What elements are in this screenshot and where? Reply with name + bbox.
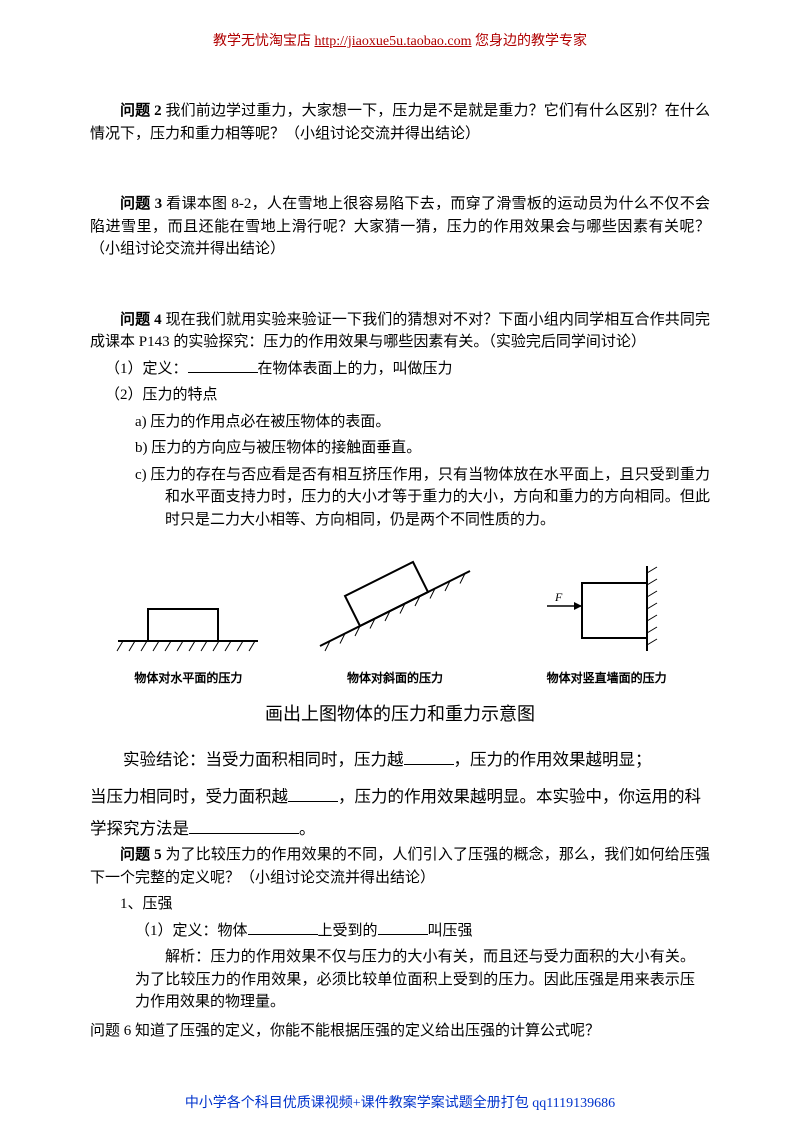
incline-surface-icon: [310, 551, 480, 661]
diagram-row: 物体对水平面的压力 物体对斜面的压力: [90, 551, 710, 686]
concl-2a: 当压力相同时，受力面积越: [90, 787, 288, 806]
q4-point-c: c) 压力的存在与否应看是否有相互挤压作用，只有当物体放在水平面上，且只受到重力…: [90, 464, 710, 532]
diagram-1-caption: 物体对水平面的压力: [113, 669, 263, 686]
q4-def1a: （1）定义：: [105, 361, 188, 377]
diagram-1: 物体对水平面的压力: [113, 581, 263, 686]
q2-text: 我们前边学过重力，大家想一下，压力是不是就是重力？它们有什么区别？在什么情况下，…: [90, 103, 710, 142]
diagram-2: 物体对斜面的压力: [310, 551, 480, 686]
center-instruction: 画出上图物体的压力和重力示意图: [90, 700, 710, 726]
page-header: 教学无忧淘宝店 http://jiaoxue5u.taobao.com 您身边的…: [90, 30, 710, 50]
question-6: 问题 6 知道了压强的定义，你能不能根据压强的定义给出压强的计算公式呢？: [90, 1020, 710, 1043]
q4-def2: （2）压力的特点: [90, 384, 710, 407]
blank-concl-1[interactable]: [404, 750, 454, 765]
q4-text: 现在我们就用实验来验证一下我们的猜想对不对？下面小组内同学相互合作共同完成课本 …: [90, 312, 710, 351]
q2-label: 问题 2: [120, 103, 162, 119]
q5-def-a: （1）定义：物体: [135, 923, 248, 939]
diagram-2-caption: 物体对斜面的压力: [310, 669, 480, 686]
q5-def-c: 叫压强: [428, 923, 473, 939]
concl-1a: 实验结论：当受力面积相同时，压力越: [123, 750, 404, 769]
blank-q5-2[interactable]: [378, 920, 428, 935]
q3-label: 问题 3: [120, 196, 162, 212]
conclusion-line1: 实验结论：当受力面积相同时，压力越 ，压力的作用效果越明显；: [90, 744, 710, 775]
blank-concl-2[interactable]: [288, 787, 338, 802]
q5-def-b: 上受到的: [318, 923, 378, 939]
q5-def: （1）定义：物体 上受到的 叫压强: [90, 920, 710, 943]
q5-text: 为了比较压力的作用效果的不同，人们引入了压强的概念，那么，我们如何给压强下一个完…: [90, 847, 710, 886]
q5-h1: 1、压强: [90, 893, 710, 916]
question-4-intro: 问题 4 现在我们就用实验来验证一下我们的猜想对不对？下面小组内同学相互合作共同…: [90, 309, 710, 354]
blank-def[interactable]: [188, 358, 258, 373]
page-footer: 中小学各个科目优质课视频+课件教案学案试题全册打包 qq1119139686: [0, 1092, 800, 1112]
q4-def1b: 在物体表面上的力，叫做压力: [258, 361, 453, 377]
question-5: 问题 5 为了比较压力的作用效果的不同，人们引入了压强的概念，那么，我们如何给压…: [90, 844, 710, 889]
svg-text:F: F: [554, 590, 563, 604]
diagram-3-caption: 物体对竖直墙面的压力: [527, 669, 687, 686]
page: 教学无忧淘宝店 http://jiaoxue5u.taobao.com 您身边的…: [0, 0, 800, 1132]
q4-point-a: a) 压力的作用点必在被压物体的表面。: [90, 411, 710, 434]
q3-text: 看课本图 8-2，人在雪地上很容易陷下去，而穿了滑雪板的运动员为什么不仅不会陷进…: [90, 196, 710, 257]
q5-label: 问题 5: [120, 847, 162, 863]
vertical-wall-icon: F: [527, 561, 687, 661]
conclusion-line2: 当压力相同时，受力面积越，压力的作用效果越明显。本实验中，你运用的科学探究方法是…: [90, 781, 710, 844]
question-3: 问题 3 看课本图 8-2，人在雪地上很容易陷下去，而穿了滑雪板的运动员为什么不…: [90, 193, 710, 261]
q4-label: 问题 4: [120, 312, 162, 328]
question-2: 问题 2 我们前边学过重力，大家想一下，压力是不是就是重力？它们有什么区别？在什…: [90, 100, 710, 145]
q4-def1: （1）定义： 在物体表面上的力，叫做压力: [90, 358, 710, 381]
concl-1b: ，压力的作用效果越明显；: [454, 750, 652, 769]
diagram-3: F 物体对竖直墙面的压力: [527, 561, 687, 686]
blank-q5-1[interactable]: [248, 920, 318, 935]
q4-point-b: b) 压力的方向应与被压物体的接触面垂直。: [90, 437, 710, 460]
header-prefix: 教学无忧淘宝店: [213, 34, 315, 49]
header-suffix: 您身边的教学专家: [472, 34, 588, 49]
header-url: http://jiaoxue5u.taobao.com: [314, 34, 471, 49]
concl-2c: 。: [299, 819, 316, 838]
blank-concl-3[interactable]: [189, 819, 299, 834]
q5-explain: 解析：压力的作用效果不仅与压力的大小有关，而且还与受力面积的大小有关。为了比较压…: [90, 946, 710, 1014]
horizontal-surface-icon: [113, 581, 263, 661]
